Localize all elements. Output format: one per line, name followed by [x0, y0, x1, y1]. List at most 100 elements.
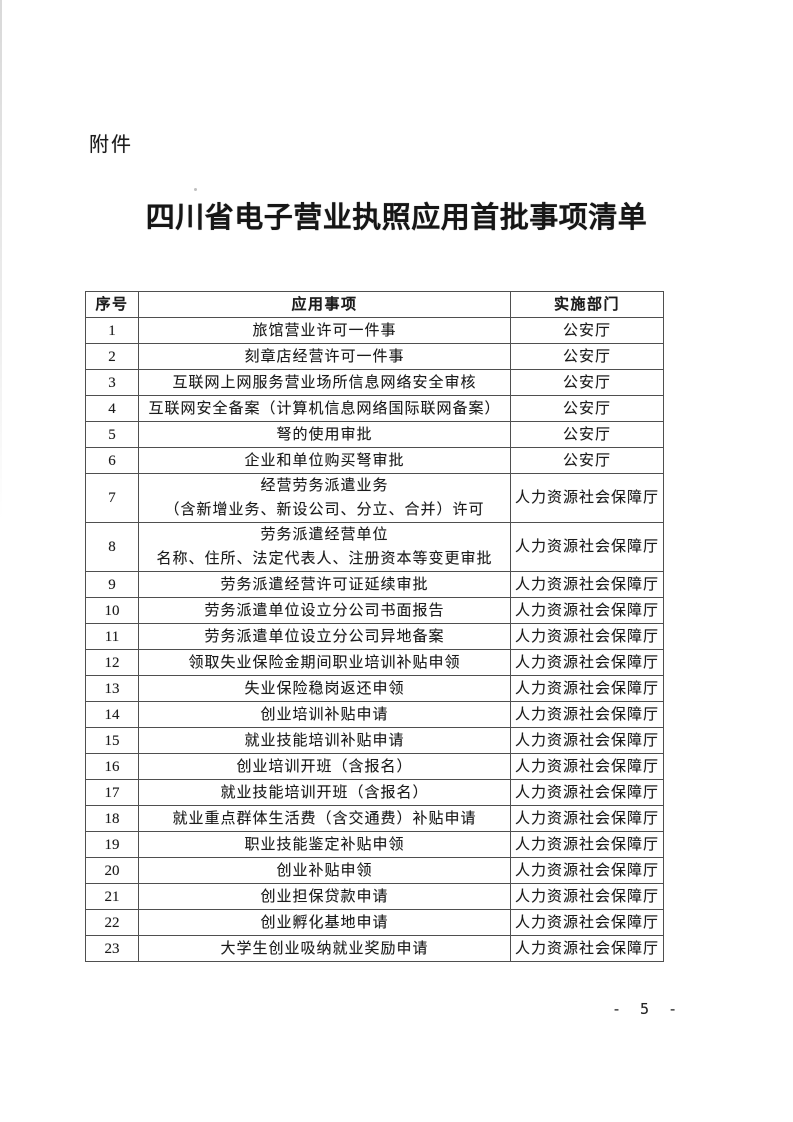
- item-name-cell: 创业孵化基地申请: [138, 909, 511, 936]
- department-cell: 人力资源社会保障厅: [510, 909, 664, 936]
- table-row: 15 就业技能培训补贴申请 人力资源社会保障厅: [85, 727, 664, 754]
- column-header-department: 实施部门: [510, 291, 664, 318]
- table-row: 9 劳务派遣经营许可证延续审批 人力资源社会保障厅: [85, 571, 664, 598]
- page-number: - 5 -: [612, 1000, 683, 1018]
- row-number-cell: 9: [85, 571, 139, 598]
- table-row: 8 劳务派遣经营单位 名称、住所、法定代表人、注册资本等变更审批 人力资源社会保障厅: [85, 522, 664, 572]
- scan-edge-artifact: [0, 0, 2, 520]
- table-row: 21 创业担保贷款申请 人力资源社会保障厅: [85, 883, 664, 910]
- item-name-cell: 失业保险稳岗返还申领: [138, 675, 511, 702]
- row-number-cell: 7: [85, 473, 139, 523]
- table-row: 12 领取失业保险金期间职业培训补贴申领 人力资源社会保障厅: [85, 649, 664, 676]
- row-number-cell: 17: [85, 779, 139, 806]
- table-row: 4 互联网安全备案（计算机信息网络国际联网备案） 公安厅: [85, 395, 664, 422]
- department-cell: 人力资源社会保障厅: [510, 597, 664, 624]
- table-row: 17 就业技能培训开班（含报名） 人力资源社会保障厅: [85, 779, 664, 806]
- item-name-cell: 创业培训补贴申请: [138, 701, 511, 728]
- row-number-cell: 20: [85, 857, 139, 884]
- items-table: 序号 应用事项 实施部门 1 旅馆营业许可一件事 公安厅 2 刻章店经营许可一件事 公安厅…: [85, 291, 664, 962]
- item-name-cell: 劳务派遣单位设立分公司书面报告: [138, 597, 511, 624]
- department-cell: 人力资源社会保障厅: [510, 701, 664, 728]
- table-row: 2 刻章店经营许可一件事 公安厅: [85, 343, 664, 370]
- department-cell: 公安厅: [510, 421, 664, 448]
- item-name-cell: 就业重点群体生活费（含交通费）补贴申请: [138, 805, 511, 832]
- page-title: 四川省电子营业执照应用首批事项清单: [145, 202, 648, 234]
- department-cell: 人力资源社会保障厅: [510, 727, 664, 754]
- item-name-cell: 职业技能鉴定补贴申领: [138, 831, 511, 858]
- item-name-cell: 创业补贴申领: [138, 857, 511, 884]
- table-row: 23 大学生创业吸纳就业奖励申请 人力资源社会保障厅: [85, 935, 664, 962]
- table-row: 18 就业重点群体生活费（含交通费）补贴申请 人力资源社会保障厅: [85, 805, 664, 832]
- item-name-cell: 领取失业保险金期间职业培训补贴申领: [138, 649, 511, 676]
- table-row: 20 创业补贴申领 人力资源社会保障厅: [85, 857, 664, 884]
- table-row: 22 创业孵化基地申请 人力资源社会保障厅: [85, 909, 664, 936]
- department-cell: 人力资源社会保障厅: [510, 779, 664, 806]
- attachment-label: 附件: [89, 134, 133, 156]
- item-name-cell: 劳务派遣经营许可证延续审批: [138, 571, 511, 598]
- row-number-cell: 22: [85, 909, 139, 936]
- table-row: 1 旅馆营业许可一件事 公安厅: [85, 317, 664, 344]
- department-cell: 公安厅: [510, 369, 664, 396]
- row-number-cell: 8: [85, 522, 139, 572]
- row-number-cell: 23: [85, 935, 139, 962]
- item-name-cell: 刻章店经营许可一件事: [138, 343, 511, 370]
- row-number-cell: 13: [85, 675, 139, 702]
- department-cell: 人力资源社会保障厅: [510, 623, 664, 650]
- item-name-cell: 就业技能培训开班（含报名）: [138, 779, 511, 806]
- department-cell: 公安厅: [510, 317, 664, 344]
- row-number-cell: 2: [85, 343, 139, 370]
- items-table-body: 1 旅馆营业许可一件事 公安厅 2 刻章店经营许可一件事 公安厅 3 互联网上网服务营业场所信…: [85, 317, 664, 962]
- table-header-row: 序号 应用事项 实施部门: [85, 291, 664, 318]
- row-number-cell: 3: [85, 369, 139, 396]
- column-header-item: 应用事项: [138, 291, 511, 318]
- row-number-cell: 10: [85, 597, 139, 624]
- row-number-cell: 21: [85, 883, 139, 910]
- department-cell: 人力资源社会保障厅: [510, 831, 664, 858]
- item-name-cell: 大学生创业吸纳就业奖励申请: [138, 935, 511, 962]
- table-row: 3 互联网上网服务营业场所信息网络安全审核 公安厅: [85, 369, 664, 396]
- department-cell: 人力资源社会保障厅: [510, 753, 664, 780]
- department-cell: 人力资源社会保障厅: [510, 473, 664, 523]
- department-cell: 公安厅: [510, 447, 664, 474]
- item-name-cell: 就业技能培训补贴申请: [138, 727, 511, 754]
- row-number-cell: 6: [85, 447, 139, 474]
- row-number-cell: 14: [85, 701, 139, 728]
- item-name-cell: 互联网安全备案（计算机信息网络国际联网备案）: [138, 395, 511, 422]
- row-number-cell: 1: [85, 317, 139, 344]
- row-number-cell: 18: [85, 805, 139, 832]
- table-row: 6 企业和单位购买弩审批 公安厅: [85, 447, 664, 474]
- department-cell: 人力资源社会保障厅: [510, 571, 664, 598]
- table-row: 11 劳务派遣单位设立分公司异地备案 人力资源社会保障厅: [85, 623, 664, 650]
- department-cell: 公安厅: [510, 395, 664, 422]
- row-number-cell: 16: [85, 753, 139, 780]
- table-row: 14 创业培训补贴申请 人力资源社会保障厅: [85, 701, 664, 728]
- row-number-cell: 15: [85, 727, 139, 754]
- table-row: 16 创业培训开班（含报名） 人力资源社会保障厅: [85, 753, 664, 780]
- column-header-number: 序号: [85, 291, 139, 318]
- item-name-cell: 劳务派遣单位设立分公司异地备案: [138, 623, 511, 650]
- department-cell: 人力资源社会保障厅: [510, 857, 664, 884]
- department-cell: 公安厅: [510, 343, 664, 370]
- row-number-cell: 11: [85, 623, 139, 650]
- item-name-cell: 互联网上网服务营业场所信息网络安全审核: [138, 369, 511, 396]
- department-cell: 人力资源社会保障厅: [510, 935, 664, 962]
- item-name-cell: 创业担保贷款申请: [138, 883, 511, 910]
- item-name-cell: 旅馆营业许可一件事: [138, 317, 511, 344]
- item-name-cell: 企业和单位购买弩审批: [138, 447, 511, 474]
- scan-dot-artifact: [194, 188, 197, 191]
- row-number-cell: 4: [85, 395, 139, 422]
- department-cell: 人力资源社会保障厅: [510, 805, 664, 832]
- table-row: 13 失业保险稳岗返还申领 人力资源社会保障厅: [85, 675, 664, 702]
- department-cell: 人力资源社会保障厅: [510, 675, 664, 702]
- row-number-cell: 12: [85, 649, 139, 676]
- row-number-cell: 5: [85, 421, 139, 448]
- item-name-cell: 创业培训开班（含报名）: [138, 753, 511, 780]
- department-cell: 人力资源社会保障厅: [510, 649, 664, 676]
- table-row: 5 弩的使用审批 公安厅: [85, 421, 664, 448]
- table-row: 7 经营劳务派遣业务 （含新增业务、新设公司、分立、合并）许可 人力资源社会保障厅: [85, 473, 664, 523]
- item-name-cell: 经营劳务派遣业务 （含新增业务、新设公司、分立、合并）许可: [138, 473, 511, 523]
- item-name-cell: 劳务派遣经营单位 名称、住所、法定代表人、注册资本等变更审批: [138, 522, 511, 572]
- table-row: 19 职业技能鉴定补贴申领 人力资源社会保障厅: [85, 831, 664, 858]
- department-cell: 人力资源社会保障厅: [510, 522, 664, 572]
